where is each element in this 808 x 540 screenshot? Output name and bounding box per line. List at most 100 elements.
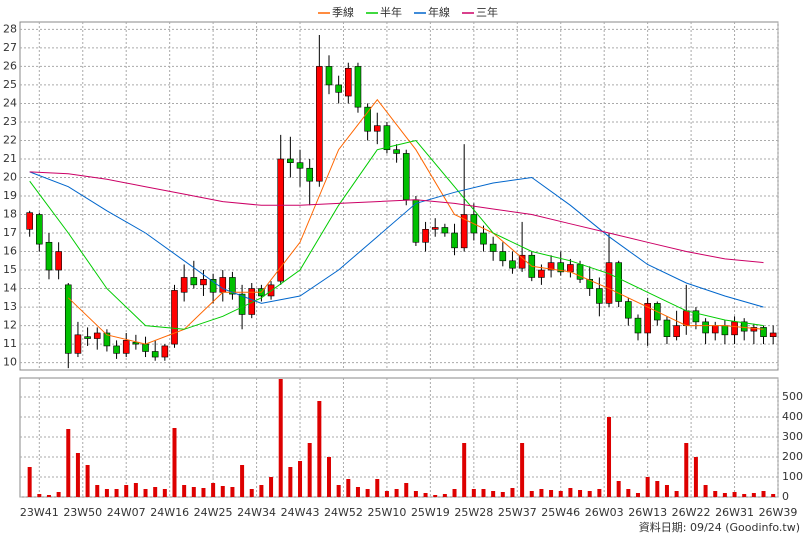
candle-body — [557, 262, 565, 273]
candle-body — [615, 262, 622, 302]
candle-body — [682, 310, 690, 326]
volume-bar — [201, 488, 206, 497]
volume-bar — [307, 443, 312, 497]
volume-bar — [27, 467, 32, 497]
volume-bar — [278, 379, 283, 497]
y-tick-label: 22 — [3, 133, 17, 146]
volume-bar — [143, 489, 148, 497]
candle-body — [296, 162, 304, 169]
candle-body — [84, 336, 91, 339]
ma-line — [29, 171, 764, 308]
volume-bar — [626, 489, 631, 497]
candle-body — [354, 66, 362, 108]
volume-bar — [182, 485, 187, 497]
candle-body — [171, 290, 178, 345]
volume-bar — [133, 483, 138, 497]
volume-bar — [191, 487, 196, 497]
y-tick-label: 19 — [3, 189, 17, 202]
candle-body — [499, 251, 507, 262]
x-tick-label: 24W34 — [237, 506, 276, 519]
y-tick-label: 24 — [3, 96, 17, 109]
candle-body — [345, 67, 352, 97]
candle-body — [605, 262, 613, 304]
volume-bar — [249, 489, 254, 497]
volume-bar — [375, 479, 380, 497]
y-tick-label: 14 — [3, 282, 17, 295]
candle-body — [412, 199, 420, 243]
volume-bar — [288, 467, 293, 497]
volume-bar — [75, 453, 80, 497]
candle-body — [673, 325, 680, 337]
y-tick-label: 25 — [3, 78, 17, 91]
volume-bar — [510, 488, 515, 497]
y-tick-label: 18 — [3, 208, 17, 221]
x-tick-label: 25W46 — [541, 506, 580, 519]
candle-body — [277, 158, 285, 282]
volume-bar — [500, 492, 505, 497]
candle-body — [393, 149, 400, 154]
x-tick-label: 25W28 — [454, 506, 493, 519]
x-tick-label: 26W22 — [672, 506, 711, 519]
candle-body — [325, 66, 333, 86]
y-tick-label: 16 — [3, 245, 17, 258]
y-tick-label: 26 — [3, 59, 17, 72]
x-tick-label: 25W10 — [367, 506, 406, 519]
volume-bar — [66, 429, 71, 497]
candle-body — [711, 325, 719, 334]
y-tick-label: 21 — [3, 152, 17, 165]
volume-tick-label: 300 — [782, 430, 803, 443]
candle-body — [122, 340, 130, 354]
volume-bar — [693, 457, 698, 497]
volume-bar — [211, 483, 216, 497]
x-tick-label: 23W50 — [63, 506, 102, 519]
volume-bar — [732, 492, 737, 497]
candle-body — [26, 212, 33, 230]
candle-body — [769, 332, 777, 337]
volume-bar — [384, 491, 389, 497]
volume-bar — [520, 443, 525, 497]
x-tick-label: 24W25 — [194, 506, 233, 519]
volume-bar — [607, 417, 612, 497]
volume-bar — [259, 485, 264, 497]
volume-bar — [365, 489, 370, 497]
candle-body — [731, 321, 738, 336]
volume-bar — [529, 491, 534, 497]
volume-bar — [433, 495, 438, 497]
legend-label: 三年 — [476, 5, 498, 19]
y-tick-label: 28 — [3, 22, 17, 35]
volume-bar — [635, 493, 640, 497]
volume-panel — [19, 377, 779, 498]
candle-body — [383, 125, 391, 151]
x-tick-label: 24W52 — [324, 506, 363, 519]
volume-bar — [220, 486, 225, 497]
y-tick-label: 11 — [3, 337, 17, 350]
volume-bar — [568, 488, 573, 497]
volume-bar — [558, 491, 563, 497]
candle-body — [45, 241, 53, 271]
candle-body — [151, 351, 159, 358]
volume-bar — [452, 489, 457, 497]
candle-body — [625, 301, 632, 319]
volume-bar — [37, 494, 42, 497]
candle-body — [335, 84, 342, 93]
candle-body — [509, 260, 516, 269]
candle-body — [547, 262, 555, 271]
volume-bar — [703, 485, 708, 497]
volume-bar — [471, 489, 476, 497]
candle-body — [229, 277, 236, 295]
candle-body — [460, 214, 468, 249]
candle-body — [364, 106, 371, 132]
x-tick-label: 26W13 — [628, 506, 667, 519]
candle-body — [74, 334, 82, 354]
volume-bar — [587, 491, 592, 497]
volume-bar — [684, 443, 689, 497]
candle-body — [740, 321, 748, 332]
candle-body — [538, 269, 545, 278]
volume-bar — [539, 489, 544, 497]
candle-body — [441, 227, 449, 234]
candle-body — [692, 310, 700, 323]
candle-body — [287, 158, 294, 163]
volume-bar — [751, 493, 756, 497]
y-tick-label: 20 — [3, 170, 17, 183]
volume-bar — [413, 491, 418, 497]
